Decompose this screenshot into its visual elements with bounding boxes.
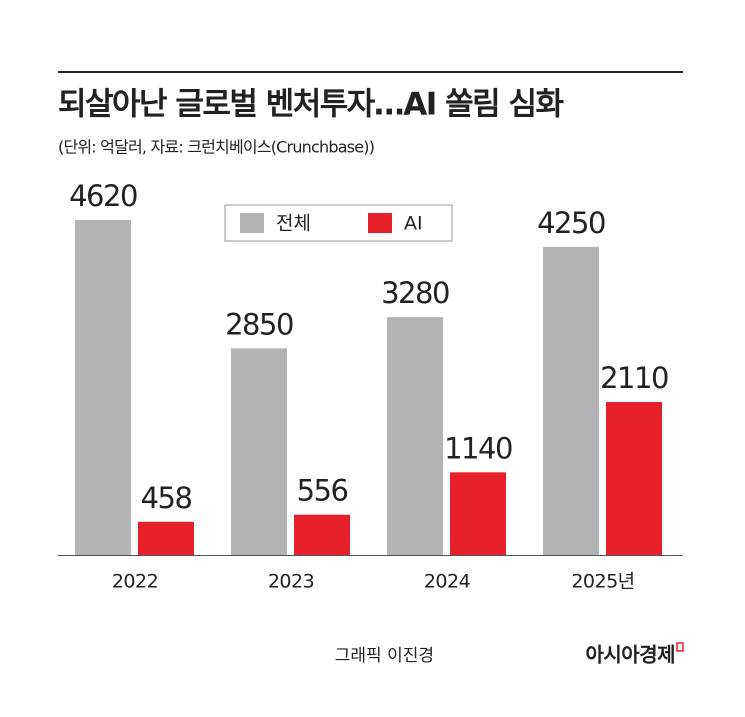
bar: [606, 402, 662, 555]
bar: [138, 521, 194, 555]
bar: [231, 348, 287, 555]
bar: [75, 220, 131, 555]
value-label: 458: [141, 481, 192, 515]
x-tick-label: 2023: [268, 571, 314, 593]
value-label: 4250: [537, 206, 605, 240]
legend-label: AI: [404, 213, 423, 235]
x-tick-label: 2022: [112, 571, 158, 593]
value-label: 3280: [381, 276, 449, 310]
chart-subtitle: (단위: 억달러, 자료: 크런치베이스(Crunchbase)): [58, 138, 374, 157]
x-tick-label: 2024: [424, 571, 471, 593]
x-tick-label: 2025년: [571, 571, 634, 593]
publisher: 아시아경제: [586, 643, 676, 667]
value-label: 556: [297, 474, 348, 508]
bar: [450, 472, 506, 555]
bar: [543, 246, 599, 555]
value-label: 2110: [600, 361, 668, 395]
legend-swatch: [368, 213, 392, 233]
legend-label: 전체: [276, 213, 311, 235]
value-label: 1140: [444, 431, 512, 465]
bar: [387, 317, 443, 555]
legend-swatch: [240, 213, 264, 233]
value-label: 4620: [69, 179, 137, 213]
credit: 그래픽 이진경: [335, 646, 434, 666]
chart-title: 되살아난 글로벌 벤처투자…AI 쏠림 심화: [58, 87, 564, 123]
value-label: 2850: [225, 307, 293, 341]
publisher-logo-mark: [676, 642, 684, 652]
bar: [294, 514, 350, 555]
